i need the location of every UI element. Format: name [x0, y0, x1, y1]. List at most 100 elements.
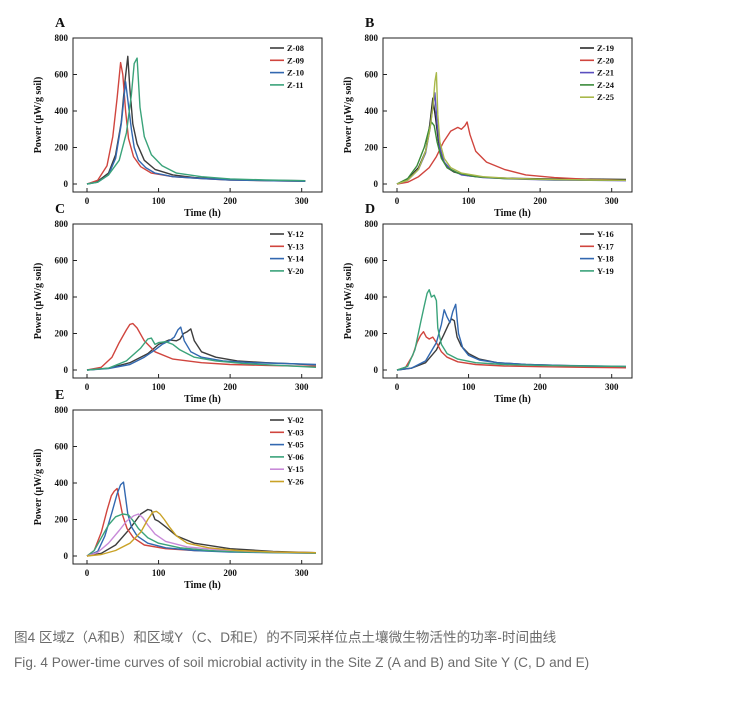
panel-e: E 0 200 400 600 800 0 100 200 300 Time (h) Power (μ…	[33, 388, 323, 591]
y-tick-label: 800	[55, 405, 69, 415]
x-tick-label: 100	[152, 382, 166, 392]
y-tick-label: 600	[55, 70, 69, 80]
legend: Y-02 Y-03 Y-05 Y-06 Y-15 Y-26	[270, 415, 304, 487]
plot-frame	[72, 37, 323, 193]
series-line-z-09	[86, 61, 306, 185]
series-line-z-20	[396, 121, 627, 185]
legend-label: Y-12	[287, 229, 304, 239]
y-tick-label: 200	[55, 143, 69, 153]
plot-frame	[382, 37, 633, 193]
y-tick-label: 400	[365, 292, 379, 302]
y-tick-label: 600	[55, 256, 69, 266]
legend: Z-08 Z-09 Z-10 Z-11	[270, 43, 304, 90]
y-tick-label: 0	[374, 179, 379, 189]
y-axis-label: Power (μW/g soil)	[33, 263, 44, 340]
y-tick-label: 0	[64, 551, 69, 561]
x-tick-label: 200	[223, 382, 237, 392]
x-axis-label: Time (h)	[184, 580, 221, 591]
y-tick-label: 0	[64, 365, 69, 375]
legend-label: Y-13	[287, 241, 304, 251]
legend-label: Y-17	[597, 241, 614, 251]
series-line-z-11	[86, 57, 306, 185]
legend-label: Z-09	[287, 55, 304, 65]
series-line-y-16	[396, 318, 627, 371]
legend: Y-12 Y-13 Y-14 Y-20	[270, 229, 304, 276]
legend-label: Z-24	[597, 80, 615, 90]
x-axis-label: Time (h)	[494, 208, 531, 219]
y-tick-label: 600	[365, 256, 379, 266]
x-tick-label: 0	[85, 568, 90, 578]
y-tick-label: 800	[55, 33, 69, 43]
legend-label: Z-11	[287, 80, 304, 90]
series-line-y-26	[86, 510, 317, 557]
panel-letter: C	[55, 202, 65, 217]
series-line-y-13	[86, 322, 317, 371]
series-line-z-25	[396, 72, 627, 185]
x-tick-label: 200	[533, 382, 547, 392]
legend-label: Y-16	[597, 229, 614, 239]
x-tick-label: 0	[395, 196, 400, 206]
y-axis-label: Power (μW/g soil)	[33, 77, 44, 154]
y-tick-label: 800	[365, 33, 379, 43]
legend-label: Y-03	[287, 427, 304, 437]
legend-label: Y-26	[287, 477, 304, 487]
legend-label: Y-14	[287, 254, 304, 264]
panel-c: C 0 200 400 600 800 0 100 200 300 Time (h) Power (μ…	[33, 202, 323, 405]
x-tick-label: 200	[533, 196, 547, 206]
x-tick-label: 300	[295, 568, 309, 578]
legend-label: Y-06	[287, 452, 304, 462]
panel-letter: A	[55, 16, 66, 31]
series-line-y-12	[86, 328, 317, 371]
legend-label: Z-25	[597, 92, 614, 102]
legend-label: Y-19	[597, 266, 614, 276]
figure: A 0 200 400 600 800 0 100 200 300 Time (h) Power (μ…	[33, 16, 633, 591]
x-axis-label: Time (h)	[184, 394, 221, 405]
plot-frame	[72, 223, 323, 379]
y-axis-label: Power (μW/g soil)	[343, 263, 354, 340]
x-tick-label: 300	[605, 196, 619, 206]
legend-label: Z-21	[597, 68, 614, 78]
x-axis-label: Time (h)	[184, 208, 221, 219]
x-tick-label: 100	[152, 568, 166, 578]
y-tick-label: 800	[365, 219, 379, 229]
x-tick-label: 100	[462, 382, 476, 392]
x-axis-label: Time (h)	[494, 394, 531, 405]
y-tick-label: 0	[64, 179, 69, 189]
series-line-y-19	[396, 289, 627, 371]
legend-label: Y-05	[287, 440, 304, 450]
legend: Y-16 Y-17 Y-18 Y-19	[580, 229, 614, 276]
panel-a: A 0 200 400 600 800 0 100 200 300 Time (h) Power (μ…	[33, 16, 323, 219]
x-tick-label: 300	[605, 382, 619, 392]
x-tick-label: 300	[295, 382, 309, 392]
y-tick-label: 200	[365, 143, 379, 153]
x-tick-label: 100	[152, 196, 166, 206]
legend: Z-19 Z-20 Z-21 Z-24 Z-25	[580, 43, 615, 102]
y-tick-label: 200	[55, 515, 69, 525]
legend-label: Z-20	[597, 55, 614, 65]
legend-label: Y-18	[597, 254, 614, 264]
y-tick-label: 800	[55, 219, 69, 229]
y-tick-label: 200	[365, 329, 379, 339]
panel-d: D 0 200 400 600 800 0 100 200 300 Time (h) Power (μ…	[343, 202, 633, 405]
y-tick-label: 600	[55, 442, 69, 452]
y-tick-label: 400	[55, 106, 69, 116]
x-tick-label: 300	[295, 196, 309, 206]
legend-label: Y-20	[287, 266, 304, 276]
series-line-y-20	[86, 337, 317, 371]
y-tick-label: 600	[365, 70, 379, 80]
panel-letter: D	[365, 202, 375, 217]
x-tick-label: 200	[223, 568, 237, 578]
x-tick-label: 0	[85, 382, 90, 392]
series-line-y-05	[86, 481, 317, 557]
panel-letter: B	[365, 16, 374, 31]
series-line-z-10	[86, 81, 306, 185]
panel-letter: E	[55, 388, 64, 403]
y-tick-label: 400	[55, 478, 69, 488]
x-tick-label: 100	[462, 196, 476, 206]
series-line-y-14	[86, 326, 317, 371]
series-line-y-02	[86, 508, 317, 557]
series-line-y-06	[86, 513, 317, 557]
legend-label: Z-10	[287, 68, 304, 78]
plot-frame	[72, 409, 323, 565]
y-tick-label: 400	[55, 292, 69, 302]
